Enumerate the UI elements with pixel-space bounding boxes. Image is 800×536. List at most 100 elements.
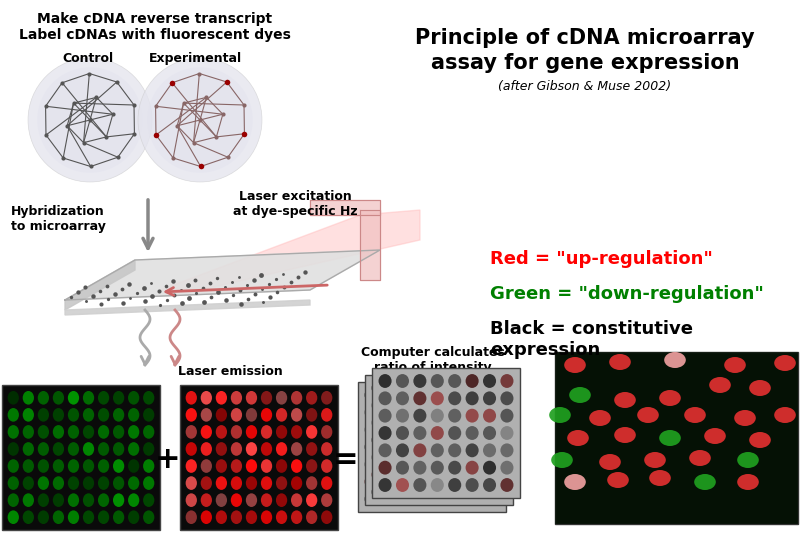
Ellipse shape xyxy=(469,440,482,454)
Ellipse shape xyxy=(113,459,124,473)
Ellipse shape xyxy=(469,457,482,471)
Ellipse shape xyxy=(389,398,402,412)
Ellipse shape xyxy=(406,381,419,395)
Ellipse shape xyxy=(186,442,197,456)
Ellipse shape xyxy=(371,381,385,395)
Ellipse shape xyxy=(406,450,419,464)
Ellipse shape xyxy=(216,442,227,456)
Ellipse shape xyxy=(389,450,402,464)
Ellipse shape xyxy=(469,492,482,506)
Ellipse shape xyxy=(98,459,110,473)
Ellipse shape xyxy=(396,478,409,492)
Ellipse shape xyxy=(458,485,472,499)
Ellipse shape xyxy=(128,477,139,490)
Polygon shape xyxy=(310,200,380,215)
Ellipse shape xyxy=(365,405,378,419)
Ellipse shape xyxy=(441,398,454,412)
Ellipse shape xyxy=(38,510,49,524)
Ellipse shape xyxy=(441,433,454,447)
Ellipse shape xyxy=(68,493,79,507)
Ellipse shape xyxy=(430,461,444,474)
Ellipse shape xyxy=(306,459,318,473)
Ellipse shape xyxy=(430,426,444,440)
Ellipse shape xyxy=(483,391,496,405)
Ellipse shape xyxy=(306,408,318,422)
Ellipse shape xyxy=(113,408,124,422)
Ellipse shape xyxy=(291,408,302,422)
Ellipse shape xyxy=(434,457,447,471)
Ellipse shape xyxy=(589,410,611,426)
Ellipse shape xyxy=(83,510,94,524)
Text: =: = xyxy=(333,445,359,474)
Ellipse shape xyxy=(143,459,154,473)
Ellipse shape xyxy=(83,391,94,405)
Ellipse shape xyxy=(291,459,302,473)
Ellipse shape xyxy=(128,408,139,422)
Ellipse shape xyxy=(128,442,139,456)
Ellipse shape xyxy=(98,425,110,439)
Ellipse shape xyxy=(382,405,395,419)
Text: Laser excitation
at dye-specific Hz: Laser excitation at dye-specific Hz xyxy=(233,190,358,218)
Ellipse shape xyxy=(430,478,444,492)
Ellipse shape xyxy=(774,407,796,423)
Ellipse shape xyxy=(306,425,318,439)
Ellipse shape xyxy=(8,442,19,456)
Ellipse shape xyxy=(261,425,272,439)
Ellipse shape xyxy=(261,391,272,405)
Ellipse shape xyxy=(424,381,437,395)
Ellipse shape xyxy=(389,381,402,395)
Ellipse shape xyxy=(98,442,110,456)
Ellipse shape xyxy=(378,478,391,492)
Ellipse shape xyxy=(644,452,666,468)
Ellipse shape xyxy=(396,426,409,440)
Bar xyxy=(2,385,160,530)
Text: Principle of cDNA microarray
assay for gene expression: Principle of cDNA microarray assay for g… xyxy=(415,28,755,73)
Ellipse shape xyxy=(8,493,19,507)
Ellipse shape xyxy=(483,409,496,422)
Ellipse shape xyxy=(216,425,227,439)
Ellipse shape xyxy=(113,493,124,507)
Ellipse shape xyxy=(216,459,227,473)
Ellipse shape xyxy=(22,408,34,422)
Ellipse shape xyxy=(201,459,212,473)
Ellipse shape xyxy=(201,391,212,405)
Polygon shape xyxy=(65,250,380,300)
Text: Hybridization
to microarray: Hybridization to microarray xyxy=(10,205,106,233)
Ellipse shape xyxy=(53,459,64,473)
Text: Computer calculates
ratio of intensity: Computer calculates ratio of intensity xyxy=(361,346,505,374)
Ellipse shape xyxy=(98,493,110,507)
Ellipse shape xyxy=(684,407,706,423)
Ellipse shape xyxy=(389,468,402,482)
Ellipse shape xyxy=(501,409,514,422)
Ellipse shape xyxy=(570,387,590,403)
Ellipse shape xyxy=(382,457,395,471)
Ellipse shape xyxy=(371,485,385,499)
Ellipse shape xyxy=(378,426,391,440)
Ellipse shape xyxy=(501,374,514,388)
Ellipse shape xyxy=(128,510,139,524)
Ellipse shape xyxy=(113,391,124,405)
Ellipse shape xyxy=(8,477,19,490)
Ellipse shape xyxy=(143,493,154,507)
Ellipse shape xyxy=(53,425,64,439)
Ellipse shape xyxy=(371,416,385,429)
Ellipse shape xyxy=(83,493,94,507)
Ellipse shape xyxy=(143,408,154,422)
Ellipse shape xyxy=(276,442,287,456)
Ellipse shape xyxy=(8,391,19,405)
Ellipse shape xyxy=(53,408,64,422)
Ellipse shape xyxy=(406,468,419,482)
Ellipse shape xyxy=(434,423,447,437)
Ellipse shape xyxy=(638,407,659,423)
Ellipse shape xyxy=(451,388,465,402)
Ellipse shape xyxy=(276,493,287,507)
Ellipse shape xyxy=(261,510,272,524)
Ellipse shape xyxy=(396,443,409,457)
Ellipse shape xyxy=(46,77,134,163)
Ellipse shape xyxy=(389,416,402,429)
Ellipse shape xyxy=(321,442,332,456)
Ellipse shape xyxy=(417,405,430,419)
Ellipse shape xyxy=(483,374,496,388)
Ellipse shape xyxy=(68,408,79,422)
Ellipse shape xyxy=(614,392,636,408)
